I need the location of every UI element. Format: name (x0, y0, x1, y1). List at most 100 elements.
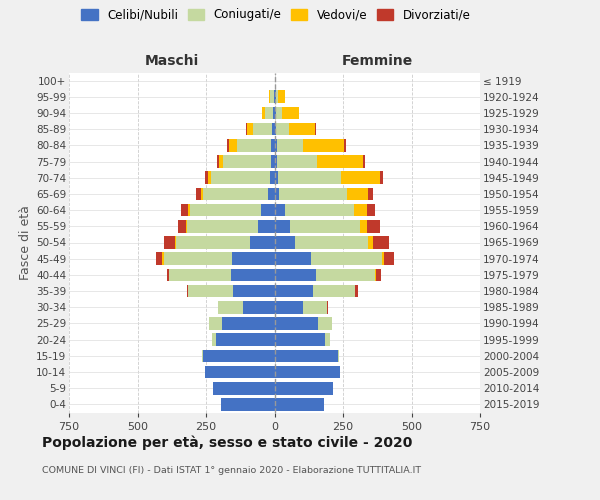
Bar (178, 220, 186, 232)
Bar (285, 204, 354, 216)
Legend: Celibi/Nubili, Coniugati/e, Vedovi/e, Divorziati/e: Celibi/Nubili, Coniugati/e, Vedovi/e, Di… (79, 6, 473, 24)
Bar (203, 350, 275, 362)
Bar (275, 252, 311, 265)
Bar (223, 317, 275, 330)
Text: Maschi: Maschi (145, 54, 199, 68)
Bar (303, 139, 344, 151)
Bar (269, 90, 271, 103)
Bar (275, 188, 280, 200)
Bar (367, 204, 376, 216)
Bar (275, 236, 295, 249)
Bar (278, 90, 286, 103)
Bar (202, 350, 203, 362)
Bar (169, 268, 230, 281)
Bar (368, 236, 373, 249)
Bar (157, 252, 163, 265)
Bar (275, 268, 316, 281)
Bar (368, 188, 373, 200)
Bar (382, 252, 385, 265)
Bar (380, 172, 383, 184)
Bar (325, 334, 330, 346)
Bar (360, 220, 367, 232)
Bar (355, 285, 358, 298)
Bar (277, 155, 317, 168)
Bar (281, 106, 299, 120)
Bar (262, 106, 265, 120)
Bar (190, 204, 261, 216)
Bar (196, 188, 200, 200)
Bar (303, 301, 326, 314)
Bar (164, 252, 232, 265)
Bar (275, 220, 290, 232)
Bar (253, 123, 272, 136)
Bar (220, 155, 223, 168)
Bar (272, 123, 275, 136)
Bar (326, 301, 328, 314)
Bar (175, 236, 176, 249)
Bar (275, 350, 338, 362)
Bar (188, 204, 190, 216)
Bar (211, 172, 269, 184)
Bar (227, 139, 229, 151)
Bar (212, 334, 215, 346)
Bar (275, 139, 277, 151)
Bar (289, 123, 316, 136)
Bar (203, 188, 268, 200)
Bar (271, 155, 275, 168)
Bar (167, 268, 169, 281)
Bar (271, 90, 274, 103)
Bar (367, 220, 380, 232)
Bar (275, 123, 289, 136)
Bar (278, 172, 341, 184)
Bar (376, 268, 380, 281)
Bar (221, 398, 275, 410)
Bar (233, 285, 275, 298)
Bar (200, 188, 203, 200)
Bar (209, 317, 223, 330)
Bar (275, 204, 285, 216)
Bar (344, 139, 346, 151)
Bar (275, 334, 325, 346)
Bar (186, 220, 187, 232)
Bar (275, 106, 281, 120)
Bar (250, 236, 275, 249)
Y-axis label: Fasce di età: Fasce di età (19, 205, 32, 280)
Bar (243, 301, 275, 314)
Bar (354, 204, 367, 216)
Bar (258, 220, 275, 232)
Bar (213, 382, 275, 394)
Bar (275, 172, 278, 184)
Bar (237, 139, 271, 151)
Bar (230, 268, 275, 281)
Bar (232, 252, 275, 265)
Text: Femmine: Femmine (341, 54, 413, 68)
Bar (280, 188, 347, 200)
Bar (208, 172, 211, 184)
Bar (277, 139, 303, 151)
Bar (247, 123, 253, 136)
Bar (187, 220, 258, 232)
Bar (218, 301, 243, 314)
Bar (374, 268, 376, 281)
Bar (215, 334, 275, 346)
Bar (265, 106, 273, 120)
Bar (269, 172, 275, 184)
Bar (187, 285, 188, 298)
Bar (275, 155, 277, 168)
Bar (373, 236, 389, 249)
Bar (347, 188, 368, 200)
Bar (273, 106, 275, 120)
Bar (295, 236, 368, 249)
Bar (268, 188, 275, 200)
Bar (274, 90, 275, 103)
Bar (217, 155, 220, 168)
Bar (246, 123, 247, 136)
Bar (313, 285, 355, 298)
Bar (261, 204, 275, 216)
Bar (181, 204, 188, 216)
Bar (275, 301, 303, 314)
Bar (311, 252, 382, 265)
Bar (275, 285, 313, 298)
Bar (271, 139, 275, 151)
Text: COMUNE DI VINCI (FI) - Dati ISTAT 1° gennaio 2020 - Elaborazione TUTTITALIA.IT: COMUNE DI VINCI (FI) - Dati ISTAT 1° gen… (42, 466, 421, 475)
